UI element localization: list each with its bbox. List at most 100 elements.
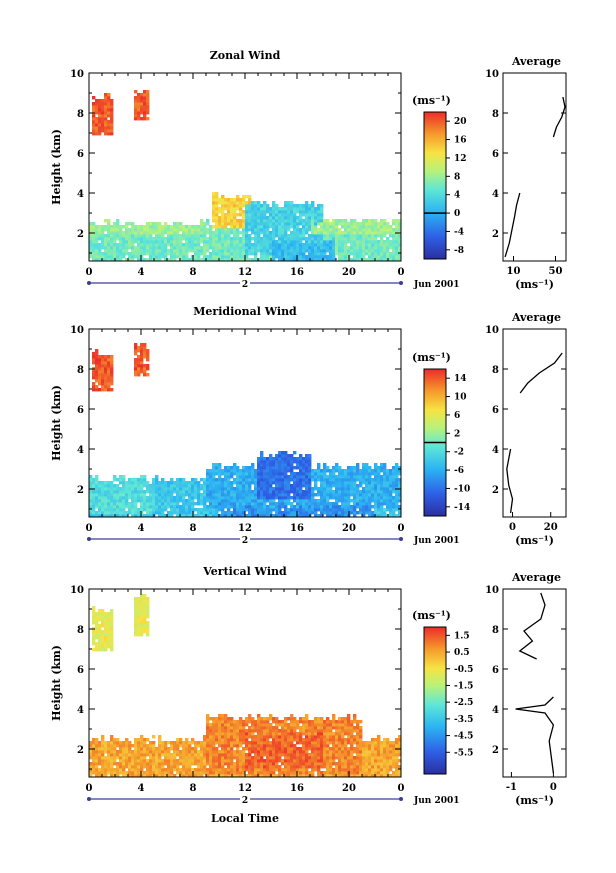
heatmap-cell [287,258,291,262]
heatmap-cell [95,747,99,751]
heatmap-cell [314,228,318,232]
heatmap-cell [284,502,288,506]
heatmap-cell [131,756,135,760]
heatmap-cell [206,469,210,473]
heatmap-cell [245,249,249,253]
heatmap-cell [338,487,342,491]
heatmap-cell [266,496,270,500]
heatmap-cell [308,496,312,500]
heatmap-cell [305,472,309,476]
heatmap-cell [140,228,144,232]
heatmap-cell [137,774,141,778]
heatmap-cell [92,222,96,226]
heatmap-cell [116,255,120,259]
heatmap-cell [347,225,351,229]
heatmap-cell [278,747,282,751]
heatmap-cell [281,222,285,226]
heatmap-cell [269,750,273,754]
heatmap-cell [104,759,108,763]
heatmap-cell [92,355,96,359]
heatmap-cell [236,762,240,766]
heatmap-cell [110,249,114,253]
heatmap-cell [239,207,243,211]
heatmap-cell [242,726,246,730]
heatmap-cell [326,255,330,259]
heatmap-cell [260,231,264,235]
heatmap-cell [167,484,171,488]
heatmap-cell [113,505,117,509]
heatmap-cell [272,490,276,494]
heatmap-cell [203,478,207,482]
heatmap-cell [275,246,279,250]
heatmap-cell [320,252,324,256]
heatmap-cell [347,499,351,503]
heatmap-cell [302,726,306,730]
heatmap-cell [95,502,99,506]
heatmap-cell [317,252,321,256]
heatmap-cell [233,234,237,238]
heatmap-cell [116,762,120,766]
heatmap-cell [299,216,303,220]
heatmap-cell [122,493,126,497]
heatmap-cell [335,475,339,479]
heatmap-cell [158,249,162,253]
heatmap-cell [191,762,195,766]
heatmap-cell [269,747,273,751]
heatmap-cell [104,249,108,253]
heatmap-cell [104,361,108,365]
heatmap-cell [308,741,312,745]
heatmap-cell [371,481,375,485]
heatmap-cell [209,237,213,241]
heatmap-cell [359,246,363,250]
heatmap-cell [92,511,96,515]
heatmap-cell [221,469,225,473]
heatmap-cell [317,493,321,497]
heatmap-cell [125,759,129,763]
heatmap-cell [131,237,135,241]
heatmap-cell [359,496,363,500]
heatmap-cell [257,759,261,763]
heatmap-cell [374,249,378,253]
heatmap-cell [302,255,306,259]
heatmap-cell [281,225,285,229]
heatmap-cell [353,472,357,476]
heatmap-cell [287,460,291,464]
heatmap-cell [326,249,330,253]
heatmap-cell [281,490,285,494]
heatmap-cell [209,234,213,238]
avg-y-tick-label: 4 [492,189,499,200]
heatmap-cell [137,258,141,262]
heatmap-cell [236,478,240,482]
heatmap-cell [254,720,258,724]
heatmap-cell [290,213,294,217]
heatmap-cell [134,237,138,241]
heatmap-cell [254,750,258,754]
heatmap-cell [383,249,387,253]
heatmap-cell [110,237,114,241]
heatmap-cell [245,487,249,491]
heatmap-cell [221,219,225,223]
heatmap-cell [212,478,216,482]
heatmap-cell [140,753,144,757]
heatmap-cell [305,213,309,217]
heatmap-cell [290,762,294,766]
heatmap-cell [107,768,111,772]
heatmap-cell [302,717,306,721]
day-bar-end [87,537,91,541]
heatmap-cell [134,105,138,109]
heatmap-cell [386,496,390,500]
heatmap-cell [272,762,276,766]
heatmap-cell [197,774,201,778]
heatmap-cell [215,237,219,241]
heatmap-cell [188,249,192,253]
heatmap-cell [293,258,297,262]
heatmap-cell [98,744,102,748]
heatmap-cell [395,228,399,232]
heatmap-cell [275,225,279,229]
heatmap-cell [167,774,171,778]
heatmap-cell [224,222,228,226]
heatmap-cell [146,234,150,238]
heatmap-cell [167,258,171,262]
heatmap-cell [293,753,297,757]
heatmap-cell [257,717,261,721]
